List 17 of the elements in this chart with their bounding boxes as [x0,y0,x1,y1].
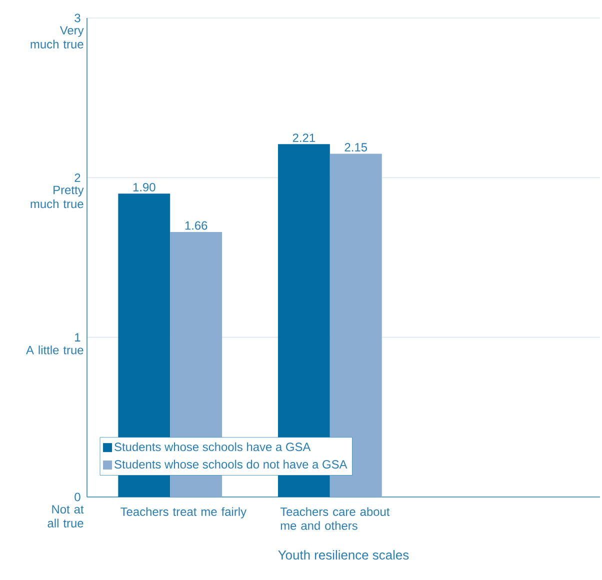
y-tick-label: 1 [75,333,80,342]
text: Not at all true [48,505,84,528]
y-tick-label: 3 [74,14,80,22]
data-label: 1.90 [133,182,156,192]
text: Pretty much true [30,186,84,208]
data-label: 2.15 [344,143,368,152]
y-tick-label: 2 [74,173,80,182]
legend-label: Students whose schools have a GSA [114,442,311,452]
x-axis-title: Youth resilience scales [278,550,409,560]
legend-label: Students whose schools do not have a GSA [114,460,348,469]
text: Very much true [30,26,84,48]
x-tick-label: Teachers care about me and others [280,507,390,530]
y-tick-label: 0 [74,492,80,502]
x-tick-label: Teachers treat me fairly [120,507,246,518]
data-label: 2.21 [292,134,315,142]
data-label: 1.66 [185,221,208,230]
text: A little true [26,346,84,354]
